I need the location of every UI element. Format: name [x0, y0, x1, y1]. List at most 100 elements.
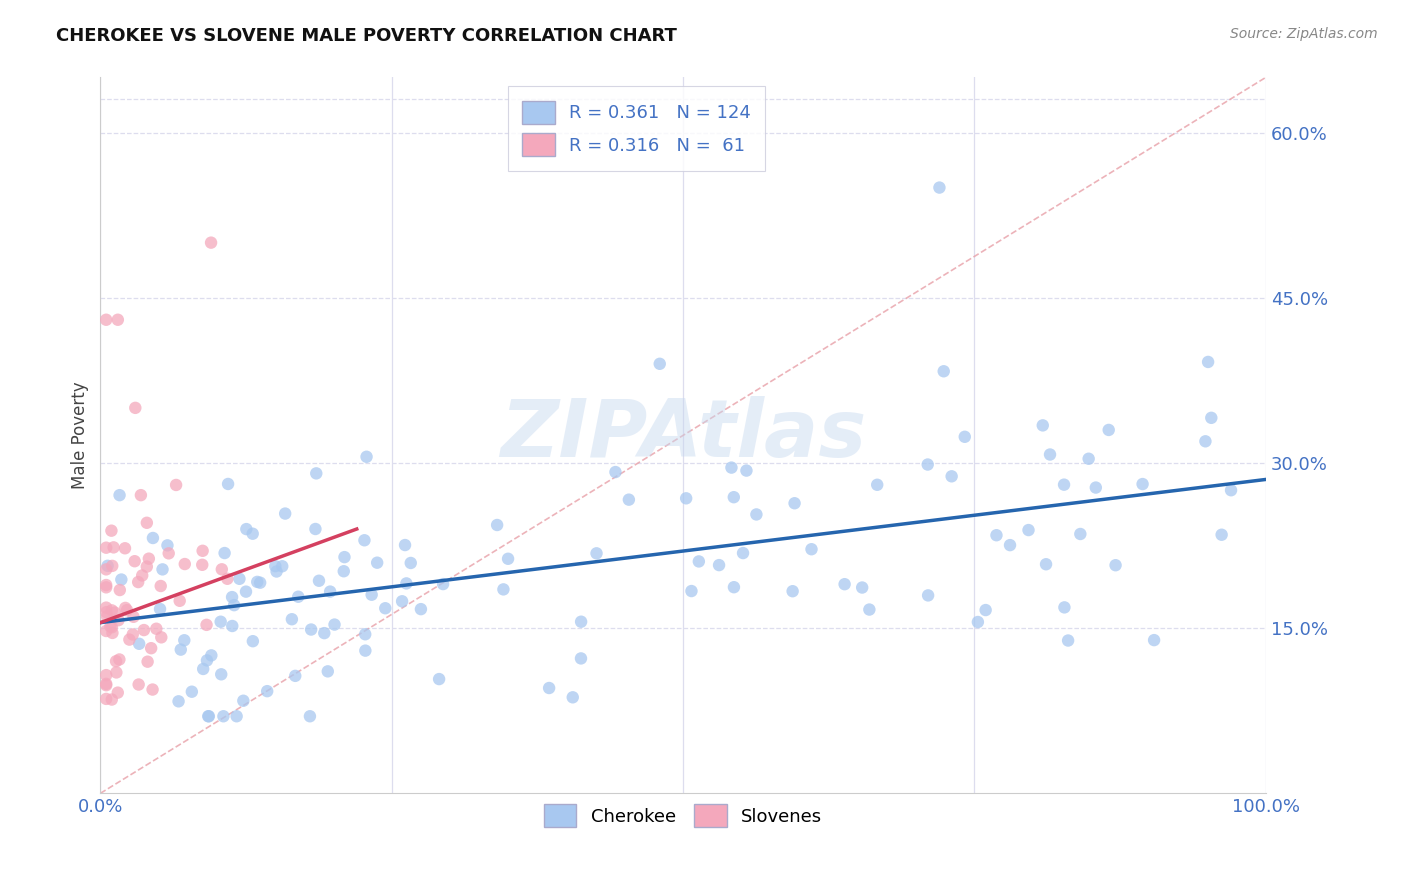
- Point: [101, 692, 124, 706]
- Point: [1132, 477, 1154, 491]
- Point: [105, 654, 128, 668]
- Point: [145, 622, 167, 636]
- Point: [170, 642, 193, 657]
- Point: [486, 518, 509, 533]
- Point: [141, 641, 163, 656]
- Point: [1032, 418, 1054, 433]
- Point: [228, 572, 250, 586]
- Point: [1098, 423, 1121, 437]
- Point: [707, 558, 730, 573]
- Point: [96, 668, 118, 682]
- Point: [232, 694, 254, 708]
- Point: [284, 669, 307, 683]
- Point: [101, 558, 124, 573]
- Point: [1220, 483, 1243, 498]
- Point: [394, 538, 416, 552]
- Point: [211, 562, 233, 576]
- Point: [96, 678, 118, 692]
- Point: [173, 557, 195, 571]
- Point: [107, 685, 129, 699]
- Point: [224, 598, 246, 612]
- Point: [1197, 355, 1219, 369]
- Point: [1077, 451, 1099, 466]
- Point: [150, 630, 173, 644]
- Point: [200, 235, 222, 250]
- Point: [569, 651, 592, 665]
- Point: [149, 602, 172, 616]
- Point: [308, 574, 330, 588]
- Point: [1069, 527, 1091, 541]
- Point: [427, 672, 450, 686]
- Point: [124, 554, 146, 568]
- Point: [917, 458, 939, 472]
- Point: [96, 562, 118, 576]
- Point: [354, 643, 377, 657]
- Point: [569, 615, 592, 629]
- Point: [173, 633, 195, 648]
- Point: [1057, 633, 1080, 648]
- Point: [100, 524, 122, 538]
- Point: [281, 612, 304, 626]
- Point: [723, 580, 745, 594]
- Point: [118, 632, 141, 647]
- Point: [169, 594, 191, 608]
- Point: [96, 609, 118, 624]
- Point: [264, 559, 287, 574]
- Point: [200, 648, 222, 663]
- Point: [928, 180, 950, 194]
- Point: [366, 556, 388, 570]
- Point: [917, 588, 939, 602]
- Point: [127, 575, 149, 590]
- Point: [149, 579, 172, 593]
- Point: [271, 559, 294, 574]
- Point: [131, 568, 153, 582]
- Point: [242, 634, 264, 648]
- Point: [354, 627, 377, 641]
- Point: [617, 492, 640, 507]
- Point: [124, 401, 146, 415]
- Point: [197, 709, 219, 723]
- Point: [585, 546, 607, 560]
- Point: [986, 528, 1008, 542]
- Point: [298, 709, 321, 723]
- Point: [235, 522, 257, 536]
- Point: [214, 546, 236, 560]
- Point: [782, 584, 804, 599]
- Point: [142, 682, 165, 697]
- Point: [333, 550, 356, 565]
- Point: [142, 531, 165, 545]
- Point: [198, 709, 221, 723]
- Point: [305, 467, 328, 481]
- Point: [561, 690, 583, 705]
- Point: [834, 577, 856, 591]
- Point: [110, 573, 132, 587]
- Point: [96, 580, 118, 594]
- Point: [104, 606, 127, 620]
- Point: [157, 546, 180, 560]
- Point: [221, 619, 243, 633]
- Point: [217, 477, 239, 491]
- Point: [1053, 477, 1076, 491]
- Point: [108, 582, 131, 597]
- Point: [299, 623, 322, 637]
- Point: [138, 551, 160, 566]
- Point: [249, 575, 271, 590]
- Text: CHEROKEE VS SLOVENE MALE POVERTY CORRELATION CHART: CHEROKEE VS SLOVENE MALE POVERTY CORRELA…: [56, 27, 678, 45]
- Point: [409, 602, 432, 616]
- Point: [195, 618, 218, 632]
- Text: Source: ZipAtlas.com: Source: ZipAtlas.com: [1230, 27, 1378, 41]
- Point: [156, 538, 179, 552]
- Point: [96, 605, 118, 619]
- Point: [274, 507, 297, 521]
- Point: [108, 488, 131, 502]
- Point: [101, 603, 124, 617]
- Point: [96, 624, 118, 638]
- Point: [152, 562, 174, 576]
- Point: [128, 637, 150, 651]
- Point: [496, 551, 519, 566]
- Point: [1018, 523, 1040, 537]
- Point: [96, 677, 118, 691]
- Point: [115, 603, 138, 617]
- Point: [235, 584, 257, 599]
- Point: [96, 541, 118, 555]
